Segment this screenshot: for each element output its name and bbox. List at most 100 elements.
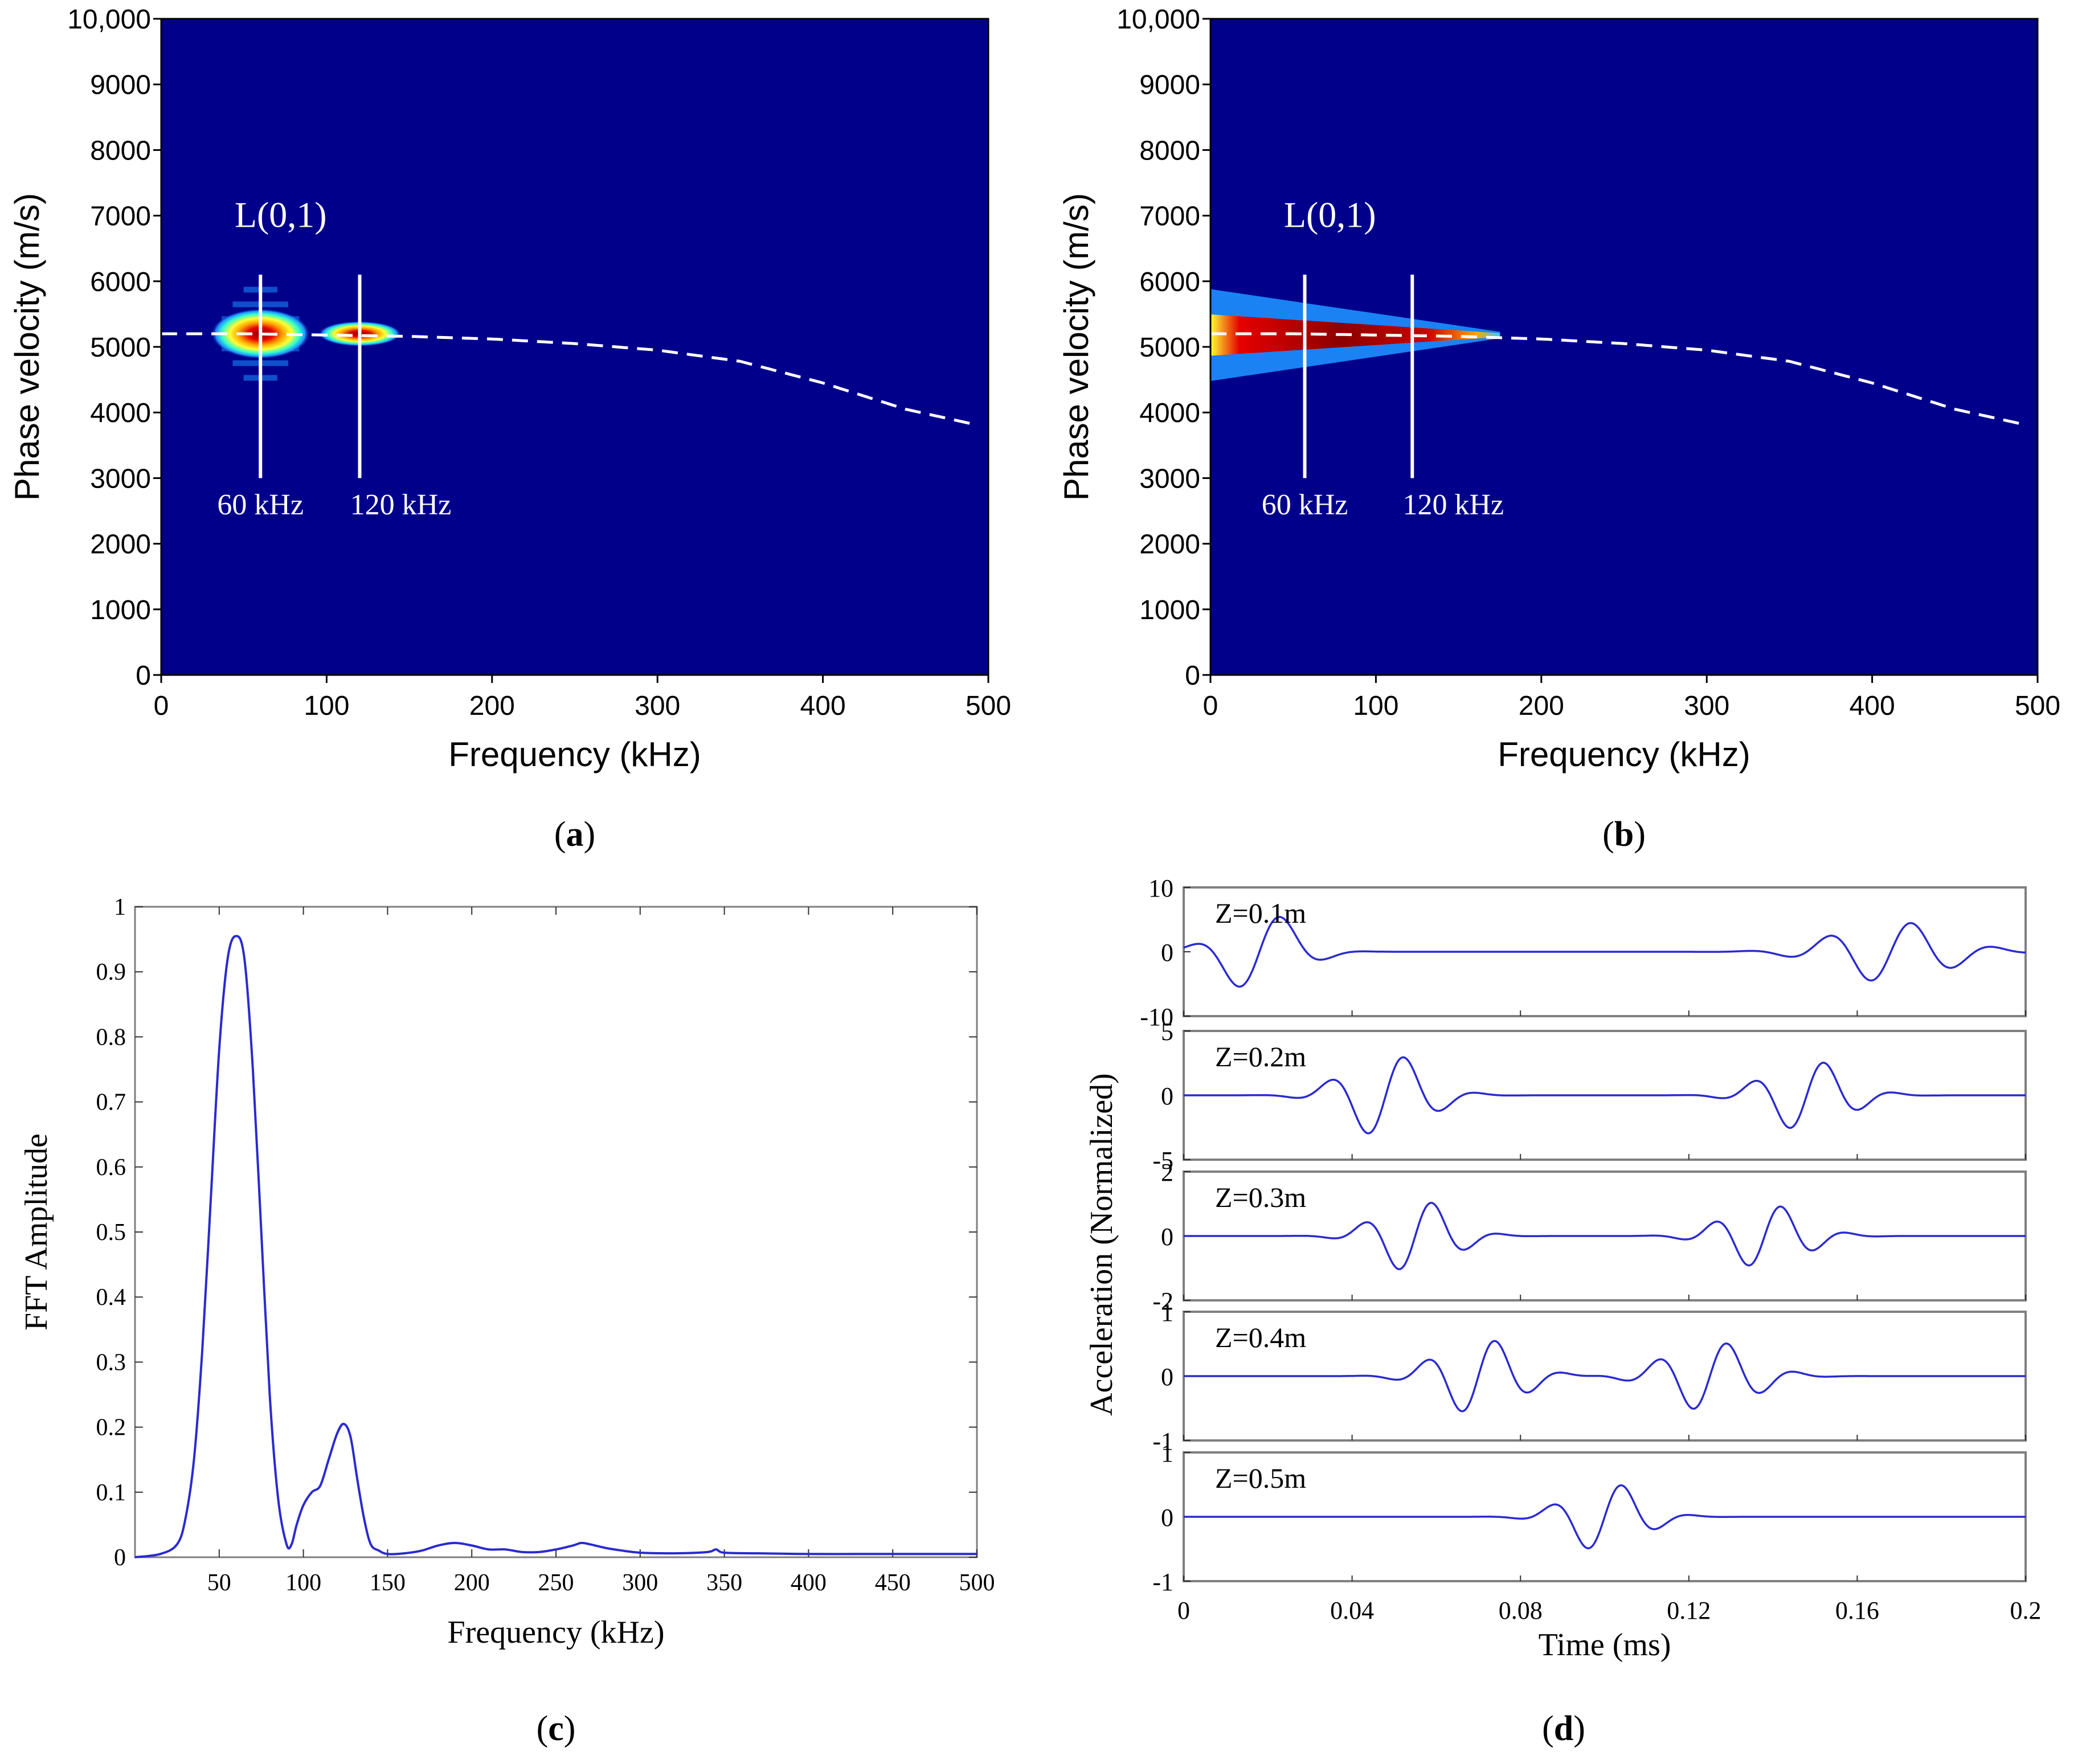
y-axis-label: Phase velocity (m/s): [8, 193, 46, 501]
y-tick-label: 1: [114, 894, 126, 920]
y-tick-label: 5000: [1139, 333, 1200, 363]
x-tick-label: 300: [635, 691, 680, 721]
y-tick-label: -1: [1152, 1568, 1173, 1596]
panel-label-b: (b): [1602, 815, 1646, 854]
waveform-subplot: -10 0 10 Z=0.1m: [1140, 874, 2027, 1031]
panel-label-c: (c): [537, 1709, 576, 1748]
y-tick-label: 3000: [90, 464, 151, 494]
waveform-line: [1183, 916, 2026, 988]
plot-frame: [134, 906, 978, 1558]
x-tick-label: 100: [285, 1570, 321, 1596]
y-tick-label: 9000: [1139, 70, 1200, 100]
y-tick-label: 0: [1161, 1363, 1173, 1391]
x-axis-label: Frequency (kHz): [448, 1615, 665, 1650]
mode-label: L(0,1): [235, 195, 327, 235]
x-tick-label: 50: [207, 1570, 231, 1596]
y-tick-label: 6000: [1139, 267, 1200, 297]
waveform-subplot: -1 0 1 Z=0.4m: [1152, 1299, 2027, 1455]
x-tick-label: 100: [304, 691, 349, 721]
y-tick-label: 10,000: [1116, 5, 1200, 35]
marker-label: 120 kHz: [1402, 489, 1504, 521]
subplot-label: Z=0.4m: [1215, 1321, 1306, 1353]
y-tick-label: 0.6: [96, 1155, 126, 1181]
x-tick-label: 500: [966, 691, 1011, 721]
y-tick-label: 0: [1161, 1082, 1173, 1110]
y-tick-label: 0.3: [96, 1349, 126, 1376]
waveform-line: [1184, 1202, 2026, 1270]
waveform-subplot: -5 0 5 Z=0.2m: [1152, 1018, 2027, 1174]
subplot-label: Z=0.2m: [1215, 1041, 1306, 1073]
y-tick-label: 10,000: [67, 5, 151, 35]
y-tick-label: 0.7: [96, 1090, 126, 1116]
subplot-label: Z=0.5m: [1215, 1462, 1306, 1494]
x-tick-label: 200: [469, 691, 515, 721]
y-tick-label: 0.4: [96, 1284, 126, 1311]
x-tick-label: 0.2: [2010, 1597, 2042, 1624]
x-tick-label: 0.08: [1499, 1597, 1543, 1624]
x-tick-label: 0: [154, 691, 169, 721]
y-tick-label: 0.2: [96, 1415, 126, 1441]
x-tick-label: 400: [800, 691, 846, 721]
waveform-line: [1184, 1056, 2026, 1135]
x-tick-label: 0: [1203, 691, 1218, 721]
y-tick-label: 6000: [90, 267, 151, 297]
y-tick-label: 8000: [90, 136, 151, 166]
x-tick-label: 0: [1177, 1597, 1190, 1624]
y-tick-label: 0: [1161, 1504, 1173, 1532]
waveform-subplot: -2 0 2 Z=0.3m: [1152, 1159, 2027, 1315]
x-tick-label: 100: [1353, 691, 1398, 721]
y-tick-label: 0: [114, 1545, 126, 1571]
y-tick-label: 1000: [90, 595, 151, 625]
x-tick-label: 400: [1850, 691, 1895, 721]
waveform-line: [1184, 1340, 2026, 1413]
x-tick-label: 200: [454, 1570, 490, 1596]
waveform-line: [1184, 1484, 2026, 1550]
y-tick-label: 7000: [90, 202, 151, 232]
y-tick-label: 0.8: [96, 1024, 126, 1050]
y-tick-label: -5: [1152, 1147, 1173, 1174]
y-tick-label: -1: [1152, 1427, 1173, 1455]
x-tick-label: 450: [875, 1570, 911, 1596]
y-tick-label: 2: [1161, 1159, 1173, 1186]
panel-label-d: (d): [1542, 1709, 1585, 1748]
heatmap-panel-a: 60 kHz 120 kHzL(0,1)010002000300040005000…: [8, 5, 1011, 773]
marker-label: 120 kHz: [350, 489, 452, 521]
x-tick-label: 250: [538, 1570, 574, 1596]
x-tick-label: 400: [791, 1570, 827, 1596]
energy-band-core: [1210, 314, 1500, 356]
y-tick-label: 1: [1161, 1439, 1173, 1467]
x-tick-label: 0.12: [1667, 1597, 1711, 1624]
y-tick-label: 0: [1185, 661, 1200, 691]
y-tick-label: 2000: [90, 530, 151, 560]
y-tick-label: -10: [1140, 1003, 1173, 1031]
x-tick-label: 300: [622, 1570, 658, 1596]
y-tick-label: 3000: [1139, 464, 1200, 494]
y-tick-label: 1000: [1139, 595, 1200, 625]
x-axis-label: Frequency (kHz): [448, 735, 701, 773]
y-axis-label: Phase velocity (m/s): [1057, 193, 1095, 501]
subplot-label: Z=0.3m: [1215, 1181, 1306, 1213]
dispersion-curve: [161, 332, 979, 427]
subplot-label: Z=0.1m: [1215, 897, 1306, 929]
x-tick-label: 150: [370, 1570, 406, 1596]
x-tick-label: 350: [706, 1570, 742, 1596]
y-tick-label: 0: [1161, 939, 1173, 967]
dispersion-curve: [1210, 332, 2028, 427]
fft-series-line: [134, 935, 977, 1558]
x-tick-label: 500: [2015, 691, 2060, 721]
x-axis-label: Frequency (kHz): [1498, 735, 1750, 773]
y-tick-label: 7000: [1139, 202, 1200, 232]
y-tick-label: -2: [1152, 1287, 1173, 1315]
y-tick-label: 10: [1148, 874, 1173, 902]
heatmap-panel-b: 60 kHz 120 kHzL(0,1)010002000300040005000…: [1057, 5, 2060, 773]
y-axis-label: FFT Amplitude: [19, 1133, 54, 1331]
y-tick-label: 0: [136, 661, 151, 691]
y-tick-label: 0.9: [96, 959, 126, 985]
y-tick-label: 4000: [90, 398, 151, 428]
marker-label: 60 kHz: [1262, 489, 1348, 521]
y-axis-label: Acceleration (Normalized): [1084, 1073, 1119, 1416]
y-tick-label: 9000: [90, 70, 151, 100]
y-tick-label: 1: [1161, 1299, 1173, 1327]
